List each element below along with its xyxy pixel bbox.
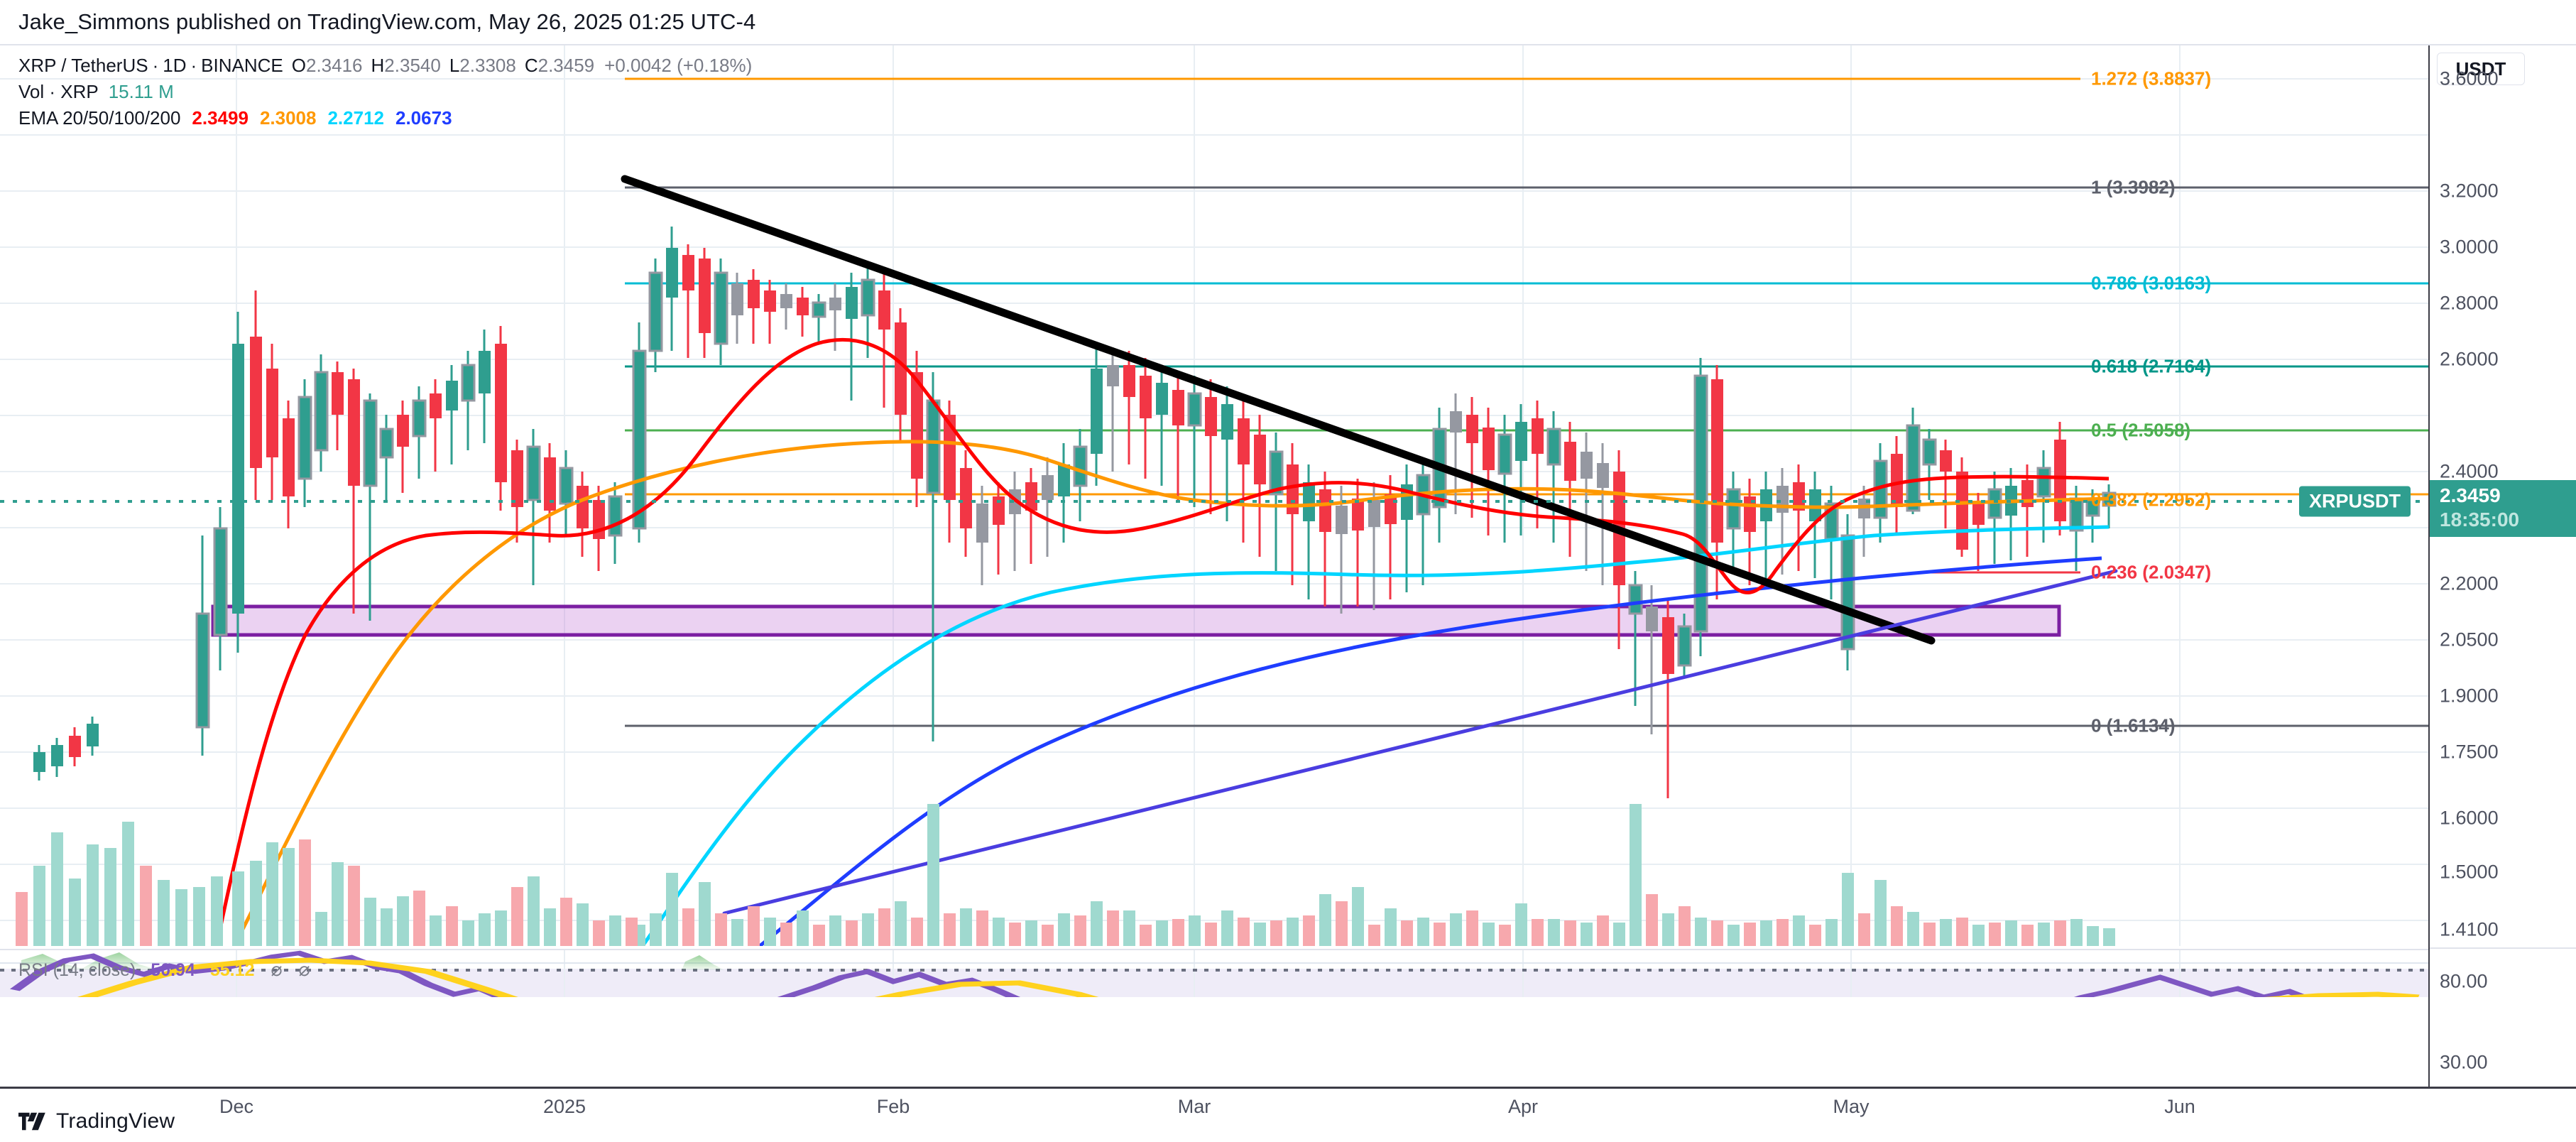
rsi-line: [9, 950, 2312, 997]
price-pane[interactable]: XRP / TetherUS · 1D · BINANCE O2.3416 H2…: [0, 45, 2428, 946]
axis-tick-3-0000: 3.0000: [2440, 236, 2499, 258]
axis-tick-2-8000: 2.8000: [2440, 292, 2499, 314]
footer-branding: TradingView: [18, 1105, 175, 1138]
axis-tick-3-2000: 3.2000: [2440, 180, 2499, 202]
rsi-pane[interactable]: RSI (14, close) 50.94 55.12 ⌀ ⌀: [0, 949, 2428, 997]
symbol-price-tag[interactable]: XRPUSDT: [2299, 486, 2411, 517]
current-price-value: 2.3459: [2440, 484, 2501, 506]
fib-label-1: 1 (3.3982): [2091, 176, 2176, 198]
candle-group-mar: [1091, 344, 1233, 521]
fib-label-0236: 0.236 (2.0347): [2091, 561, 2212, 583]
chart-frame: XRP / TetherUS · 1D · BINANCE O2.3416 H2…: [0, 44, 2576, 1088]
fib-label-0786: 0.786 (3.0163): [2091, 272, 2212, 294]
axis-tick-rsi-80: 80.00: [2440, 970, 2488, 992]
axis-tick-1-9000: 1.9000: [2440, 685, 2499, 707]
axis-tick-2-2000: 2.2000: [2440, 572, 2499, 594]
axis-tick-1-4100: 1.4100: [2440, 918, 2499, 940]
candlestick-series: [33, 227, 2117, 798]
time-axis[interactable]: Dec 2025 Feb Mar Apr May Jun: [0, 1087, 2576, 1118]
price-axis[interactable]: USDT 3.6000 3.2000 3.0000 2.8000 2.6000 …: [2428, 45, 2576, 1088]
axis-tick-rsi-30: 30.00: [2440, 1051, 2488, 1073]
time-tick-apr: Apr: [1507, 1096, 1539, 1117]
time-tick-feb: Feb: [876, 1096, 910, 1117]
fib-label-0: 0 (1.6134): [2091, 714, 2176, 736]
axis-pane-separator: [2430, 947, 2576, 949]
ema-200-line: [758, 556, 2102, 946]
ema-50-line: [232, 440, 2110, 946]
rsi-gridlines-vertical: [236, 950, 2181, 997]
axis-tick-2-0500: 2.0500: [2440, 629, 2499, 651]
axis-tick-3-6000: 3.6000: [2440, 67, 2499, 89]
candle-group-feb-crash: [895, 308, 1088, 741]
descending-trendline: [621, 175, 1936, 645]
rsi-ma-line: [77, 957, 2420, 997]
candle-group-jan-top: [632, 227, 890, 543]
candle-group-dec-rally: [195, 290, 623, 756]
time-tick-dec: Dec: [219, 1096, 254, 1117]
support-zone-box[interactable]: [211, 604, 2061, 637]
rsi-chart-canvas: [0, 950, 2428, 997]
axis-tick-2-4000: 2.4000: [2440, 460, 2499, 482]
ascending-trendline: [722, 569, 2118, 915]
axis-tick-1-6000: 1.6000: [2440, 807, 2499, 829]
rsi-band-fill: [0, 969, 2428, 997]
tradingview-logo-icon: [18, 1112, 45, 1131]
time-tick-2025: 2025: [542, 1096, 586, 1117]
time-tick-mar: Mar: [1177, 1096, 1211, 1117]
time-tick-jun: Jun: [2164, 1096, 2195, 1117]
attribution-text: Jake_Simmons published on TradingView.co…: [18, 9, 756, 34]
ema-lines: [214, 337, 2110, 946]
ema-20-line: [214, 337, 2110, 946]
time-tick-may: May: [1833, 1096, 1870, 1117]
axis-currency-badge: USDT: [2437, 53, 2525, 85]
plot-area[interactable]: XRP / TetherUS · 1D · BINANCE O2.3416 H2…: [0, 45, 2428, 997]
tradingview-wordmark: TradingView: [56, 1109, 175, 1133]
ema-100-line: [640, 525, 2110, 946]
axis-tick-1-7500: 1.7500: [2440, 741, 2499, 763]
candle-group-nov: [33, 717, 99, 781]
fib-label-1272: 1.272 (3.8837): [2091, 67, 2212, 89]
fib-label-05: 0.5 (2.5058): [2091, 419, 2191, 441]
axis-tick-1-5000: 1.5000: [2440, 861, 2499, 883]
fib-label-0618: 0.618 (2.7164): [2091, 355, 2212, 377]
current-price-countdown: 18:35:00: [2440, 509, 2520, 531]
price-chart-canvas: [0, 45, 2428, 946]
current-price-badge[interactable]: 2.3459 18:35:00: [2430, 480, 2576, 537]
fib-label-0382: 0.382 (2.2952): [2091, 489, 2212, 511]
volume-bars: [16, 804, 2115, 946]
rsi-overbought-fill-2: [682, 955, 724, 970]
axis-tick-2-6000: 2.6000: [2440, 348, 2499, 370]
